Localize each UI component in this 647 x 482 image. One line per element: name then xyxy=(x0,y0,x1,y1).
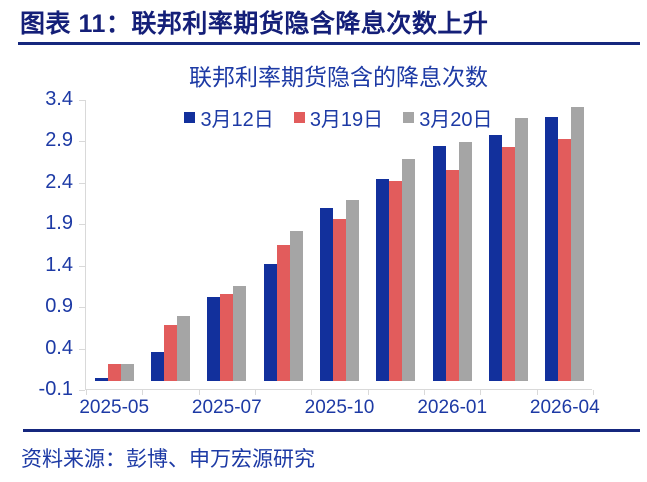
x-axis-tick xyxy=(367,390,369,395)
y-axis-tick-label: -0.1 xyxy=(38,378,73,400)
x-axis-tick-label: 2025-10 xyxy=(304,397,375,418)
bar-series1-cat7 xyxy=(502,147,515,381)
legend-item-1: 3月19日 xyxy=(293,103,384,132)
y-axis-tick xyxy=(79,265,85,267)
x-axis-tick xyxy=(480,390,482,395)
y-axis-tick xyxy=(79,348,85,350)
bar-series0-cat2 xyxy=(207,297,221,381)
footer-divider xyxy=(23,429,640,432)
chart-title: 联邦利率期货隐含的降息次数 xyxy=(189,64,488,90)
bar-series1-cat3 xyxy=(276,245,290,381)
x-axis-tick xyxy=(86,390,87,395)
legend-label: 3月20日 xyxy=(419,109,493,131)
y-axis-tick-label: 3.4 xyxy=(45,88,73,110)
bar-series2-cat4 xyxy=(346,199,359,381)
bar-series2-cat5 xyxy=(402,158,416,381)
bar-series0-cat0 xyxy=(94,377,108,381)
bar-series1-cat0 xyxy=(107,364,121,381)
x-axis-tick xyxy=(198,390,200,395)
bar-series1-cat2 xyxy=(220,294,234,381)
x-axis-tick xyxy=(311,390,313,395)
header-divider xyxy=(18,42,640,45)
y-axis-tick xyxy=(79,224,85,226)
bar-series1-cat1 xyxy=(164,324,177,381)
x-axis-tick xyxy=(593,390,594,395)
x-axis-tick xyxy=(424,390,425,395)
legend-swatch-icon xyxy=(293,112,305,123)
bar-series1-cat6 xyxy=(445,169,459,381)
y-axis-tick xyxy=(79,182,85,184)
bar-series0-cat1 xyxy=(151,352,164,381)
bar-series2-cat1 xyxy=(177,315,190,381)
legend-label: 3月12日 xyxy=(200,109,274,131)
bar-series0-cat8 xyxy=(545,116,559,381)
bar-series0-cat6 xyxy=(432,145,446,381)
legend-label: 3月19日 xyxy=(309,109,384,131)
bar-series1-cat5 xyxy=(389,181,403,381)
y-axis-tick-label: 1.9 xyxy=(45,212,73,235)
bar-series0-cat3 xyxy=(263,264,277,381)
bar-series0-cat7 xyxy=(489,134,502,381)
chart-legend: 3月12日 3月19日 3月20日 xyxy=(85,103,592,132)
bar-series2-cat2 xyxy=(233,285,247,381)
bar-series1-cat8 xyxy=(558,139,572,381)
bar-series2-cat6 xyxy=(458,142,472,381)
x-axis-tick xyxy=(536,390,538,395)
y-axis-tick-label: 0.9 xyxy=(45,295,73,318)
x-axis-tick-label: 2025-07 xyxy=(191,397,262,418)
legend-swatch-icon xyxy=(184,112,196,123)
bar-series1-cat4 xyxy=(333,219,346,381)
legend-item-0: 3月12日 xyxy=(184,103,274,132)
bar-chart-plot-area: 3.4 2.9 2.4 1.9 1.4 0.9 0.4 -0.1 2025-05 2025-07 2… xyxy=(39,88,600,418)
y-axis-tick xyxy=(79,307,85,309)
y-axis-tick-label: 1.4 xyxy=(45,253,73,276)
legend-item-2: 3月20日 xyxy=(403,103,493,132)
y-axis-tick xyxy=(79,141,85,143)
y-axis-tick xyxy=(79,100,85,101)
y-axis-tick-label: 2.9 xyxy=(45,129,73,152)
y-axis-tick xyxy=(79,390,85,391)
bar-series0-cat5 xyxy=(376,178,390,381)
y-axis-tick-label: 0.4 xyxy=(45,336,73,359)
x-axis-tick-label: 2026-04 xyxy=(529,397,600,418)
bar-series2-cat0 xyxy=(120,364,134,381)
legend-swatch-icon xyxy=(403,112,415,123)
source-note: 资料来源：彭博、申万宏源研究 xyxy=(21,448,315,471)
bar-series2-cat3 xyxy=(289,231,303,381)
x-axis-tick xyxy=(142,390,144,395)
x-axis-tick xyxy=(255,390,256,395)
x-axis-tick-label: 2026-01 xyxy=(417,397,488,418)
y-axis-tick-label: 2.4 xyxy=(45,170,73,193)
figure-title: 图表 11：联邦利率期货隐含降息次数上升 xyxy=(20,10,489,38)
bar-series2-cat8 xyxy=(571,106,585,381)
bar-series0-cat4 xyxy=(320,207,333,381)
x-axis-tick-label: 2025-05 xyxy=(79,397,150,418)
bar-series2-cat7 xyxy=(515,118,528,381)
